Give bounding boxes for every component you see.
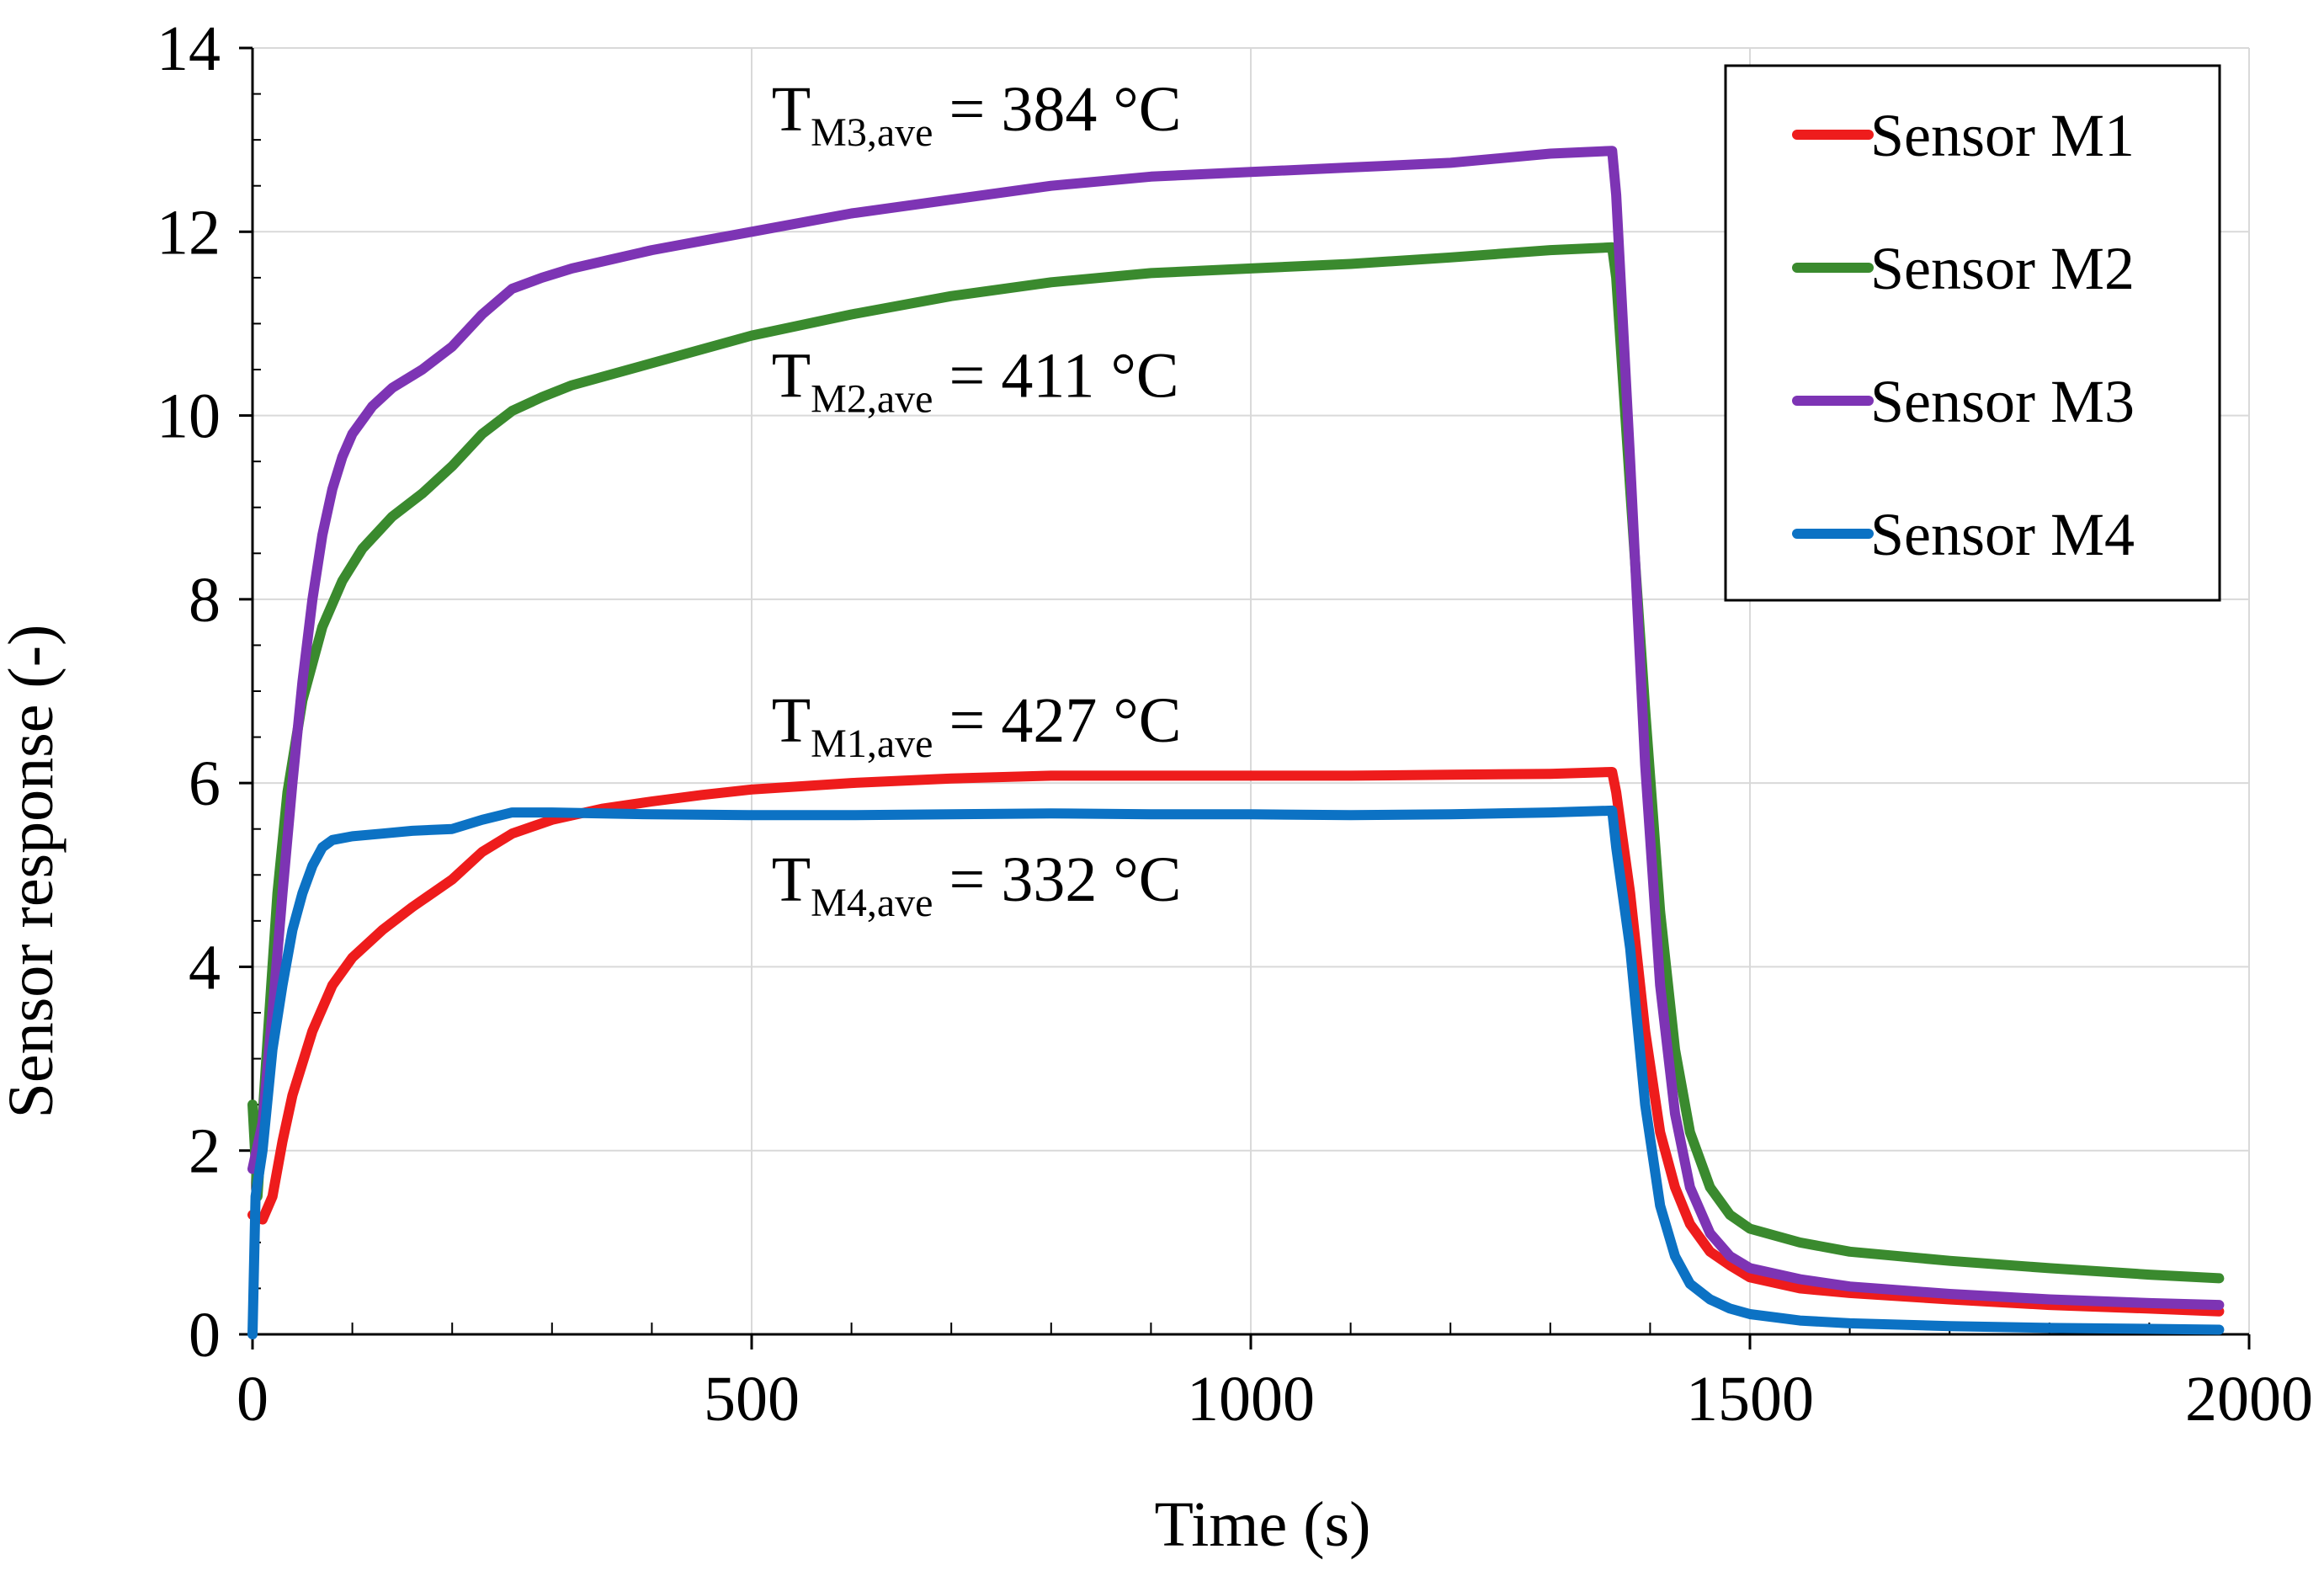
temperature-annotation: TM2,ave = 411 °C	[772, 341, 1179, 422]
x-tick-label: 500	[704, 1364, 800, 1435]
y-tick-label: 8	[189, 565, 221, 636]
annotation-symbol: T	[772, 341, 811, 412]
x-tick-label: 2000	[2185, 1364, 2313, 1435]
y-tick-label: 10	[157, 381, 221, 452]
y-tick-label: 0	[189, 1300, 221, 1371]
annotation-symbol: T	[772, 844, 811, 915]
annotation-symbol: T	[772, 74, 811, 145]
series-line-sensor-m1	[247, 767, 2225, 1317]
annotation-value: = 427 °C	[933, 685, 1181, 756]
x-tick-label: 1500	[1686, 1364, 1814, 1435]
y-tick-label: 12	[157, 197, 221, 268]
x-tick-label: 0	[237, 1364, 269, 1435]
legend-label: Sensor M3	[1870, 368, 2135, 435]
annotation-subscript: M4,ave	[811, 881, 933, 925]
axes: 0 2 4 6 8 10 12 14 0 500 1000 1500 2000	[157, 13, 2313, 1435]
annotation-value: = 332 °C	[933, 844, 1181, 915]
data-series	[247, 146, 2225, 1339]
annotation-subscript: M1,ave	[811, 721, 933, 766]
annotation-subscript: M3,ave	[811, 110, 933, 155]
series-line-sensor-m4	[247, 805, 2225, 1339]
y-tick-label: 2	[189, 1116, 221, 1187]
legend-label: Sensor M4	[1870, 501, 2135, 568]
annotation-value: = 384 °C	[933, 74, 1181, 145]
temperature-annotation: TM1,ave = 427 °C	[772, 685, 1182, 766]
x-axis-title: Time (s)	[1155, 1489, 1371, 1560]
series-line-sensor-m2	[247, 242, 2225, 1284]
legend-box	[1724, 64, 2221, 602]
y-axis-title: Sensor response (-)	[0, 625, 66, 1119]
x-tick-label: 1000	[1187, 1364, 1315, 1435]
grid-lines	[253, 47, 2250, 1334]
temperature-annotation: TM4,ave = 332 °C	[772, 844, 1182, 925]
annotation-subscript: M2,ave	[811, 377, 933, 422]
y-tick-label: 6	[189, 748, 221, 819]
annotation-symbol: T	[772, 685, 811, 756]
annotation-value: = 411 °C	[933, 341, 1178, 412]
y-tick-label: 4	[189, 932, 221, 1003]
legend-label: Sensor M2	[1870, 235, 2135, 302]
temperature-annotation: TM3,ave = 384 °C	[772, 74, 1182, 155]
legend-label: Sensor M1	[1870, 102, 2135, 169]
legend: Sensor M1 Sensor M2 Sensor M3 Sensor M4	[1724, 64, 2221, 602]
series-line-sensor-m3	[247, 146, 2225, 1311]
y-tick-label: 14	[157, 13, 221, 84]
